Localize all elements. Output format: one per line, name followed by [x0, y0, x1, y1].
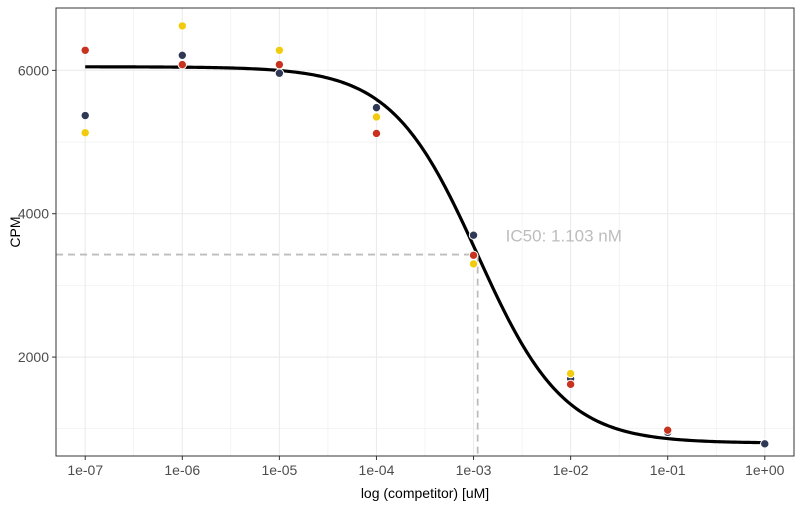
data-point [371, 128, 382, 139]
x-tick-label: 1e-07 [67, 462, 103, 478]
y-tick-label: 6000 [18, 62, 49, 78]
data-points [80, 21, 770, 449]
y-tick-label: 4000 [18, 206, 49, 222]
panel-border [55, 7, 795, 457]
x-axis-title: log (competitor) [uM] [361, 485, 489, 501]
data-point [565, 379, 576, 390]
data-point [177, 50, 188, 61]
data-point [468, 259, 479, 269]
data-point [274, 45, 285, 55]
y-tick-label: 2000 [18, 349, 49, 365]
data-point [80, 110, 90, 121]
x-tick-label: 1e-02 [553, 462, 589, 478]
ic50-guide-layer [56, 253, 479, 456]
data-point [371, 102, 382, 113]
x-tick-label: 1e-04 [359, 462, 395, 478]
x-tick-label: 1e-01 [650, 462, 686, 478]
fit-curve [85, 65, 765, 445]
data-point [760, 439, 770, 449]
data-point [80, 128, 90, 138]
data-point [565, 368, 576, 379]
x-tick-label: 1e+00 [745, 462, 785, 478]
data-point [80, 45, 90, 55]
ic50-annotation: IC50: 1.103 nM [506, 227, 622, 246]
x-tick-label: 1e-03 [456, 462, 492, 478]
data-point [468, 250, 479, 260]
grid [56, 8, 794, 456]
data-point [274, 59, 285, 70]
x-tick-label: 1e-05 [261, 462, 297, 478]
axis-ticks: 1e-07 1e-06 1e-05 1e-04 1e-03 1e-02 1e-01 1e+00… [18, 62, 785, 478]
fit-curve-layer [85, 65, 765, 445]
data-point [177, 21, 188, 31]
data-point [274, 68, 285, 78]
data-point [177, 59, 188, 70]
data-point [468, 230, 479, 240]
data-point [371, 112, 382, 122]
x-tick-label: 1e-06 [164, 462, 200, 478]
data-point [662, 425, 673, 435]
y-axis-title: CPM [7, 216, 23, 247]
